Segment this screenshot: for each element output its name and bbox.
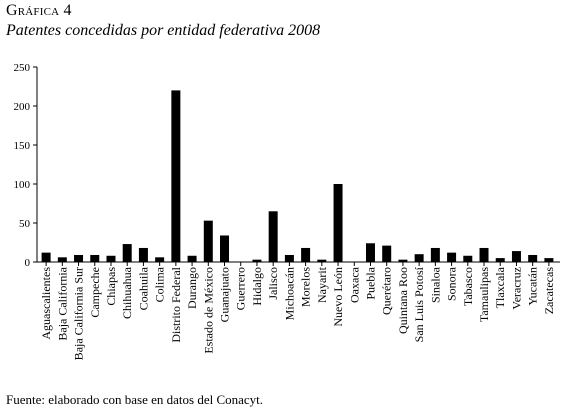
bar	[90, 254, 100, 262]
bar	[155, 257, 165, 262]
bar	[479, 247, 489, 262]
bar	[365, 243, 375, 262]
x-tick-label: Coahuila	[136, 266, 150, 310]
x-tick-label: Aguascalientes	[39, 267, 53, 340]
x-tick-label: Zacatecas	[542, 267, 556, 315]
y-axis: 0 50 100 150 200 250	[14, 62, 38, 269]
x-tick-label: Veracruz	[509, 267, 523, 310]
y-tick-label: 100	[14, 179, 31, 191]
bar	[382, 245, 392, 262]
figure-label: Gráfica 4	[6, 2, 72, 19]
x-tick-label: Tabasco	[461, 267, 475, 306]
x-tick-label: Guerrero	[234, 267, 248, 310]
x-tick-label: Tamaulipas	[477, 267, 491, 322]
bar	[41, 252, 51, 262]
x-tick-label: Chihuahua	[120, 266, 134, 319]
x-tick-label: Tlaxcala	[493, 266, 507, 308]
bar	[57, 257, 67, 262]
x-tick-label: Baja California	[55, 266, 69, 340]
x-tick-label: Hidalgo	[250, 267, 264, 306]
x-tick-label: Nayarit	[315, 266, 329, 303]
x-tick-label: Estado de México	[201, 267, 215, 354]
bar	[187, 255, 197, 262]
bar	[430, 247, 440, 262]
y-tick-label: 150	[14, 140, 31, 152]
x-tick-label: Distrito Federal	[169, 266, 183, 342]
x-tick-label: Yucatán	[526, 267, 540, 306]
bar	[528, 254, 538, 262]
x-tick-label: Sonora	[445, 266, 459, 301]
x-tick-label: Chiapas	[104, 267, 118, 306]
x-tick-label: Oaxaca	[347, 266, 361, 303]
y-tick-label: 200	[14, 101, 31, 113]
x-tick-label: Michoacán	[282, 267, 296, 320]
y-tick-label: 0	[25, 257, 31, 269]
bar	[544, 258, 554, 262]
x-tick-label: Quintana Roo	[396, 267, 410, 334]
x-tick-label: Durango	[185, 267, 199, 309]
chart-title: Patentes concedidas por entidad federati…	[6, 22, 321, 39]
x-tick-label: Morelos	[299, 267, 313, 307]
x-tick-label: Sinaloa	[428, 266, 442, 303]
x-tick-label: Baja California Sur	[72, 267, 86, 360]
bar	[203, 220, 213, 262]
bar	[463, 255, 473, 262]
bar	[317, 259, 327, 262]
source-note: Fuente: elaborado con base en datos del …	[6, 392, 264, 407]
bar	[495, 258, 505, 262]
x-tick-label: Querétaro	[380, 267, 394, 315]
bar	[447, 252, 457, 262]
x-tick-label: Puebla	[363, 266, 377, 299]
bars	[41, 90, 554, 263]
bar	[106, 255, 116, 262]
bar	[284, 254, 294, 262]
bar	[171, 90, 181, 263]
x-tick-label: Campeche	[88, 267, 102, 318]
x-tick-label: Jalisco	[266, 267, 280, 300]
bar	[268, 211, 278, 262]
bar	[220, 235, 230, 262]
y-tick-label: 50	[19, 218, 31, 230]
x-axis: Aguascalientes Baja California Baja Califo…	[37, 261, 560, 360]
bar	[333, 184, 343, 262]
x-tick-label: San Luis Potosí	[412, 266, 426, 342]
bar	[74, 254, 84, 262]
x-tick-label: Colima	[153, 266, 167, 302]
bar	[252, 259, 262, 262]
bar	[138, 247, 148, 262]
x-tick-label: Guanajuato	[218, 267, 232, 322]
y-tick-label: 250	[14, 62, 31, 74]
bar	[301, 247, 311, 262]
bar	[414, 254, 424, 262]
bar	[398, 259, 408, 262]
x-tick-label: Nuevo León	[331, 267, 345, 327]
bar	[511, 251, 521, 262]
bar	[122, 244, 132, 262]
